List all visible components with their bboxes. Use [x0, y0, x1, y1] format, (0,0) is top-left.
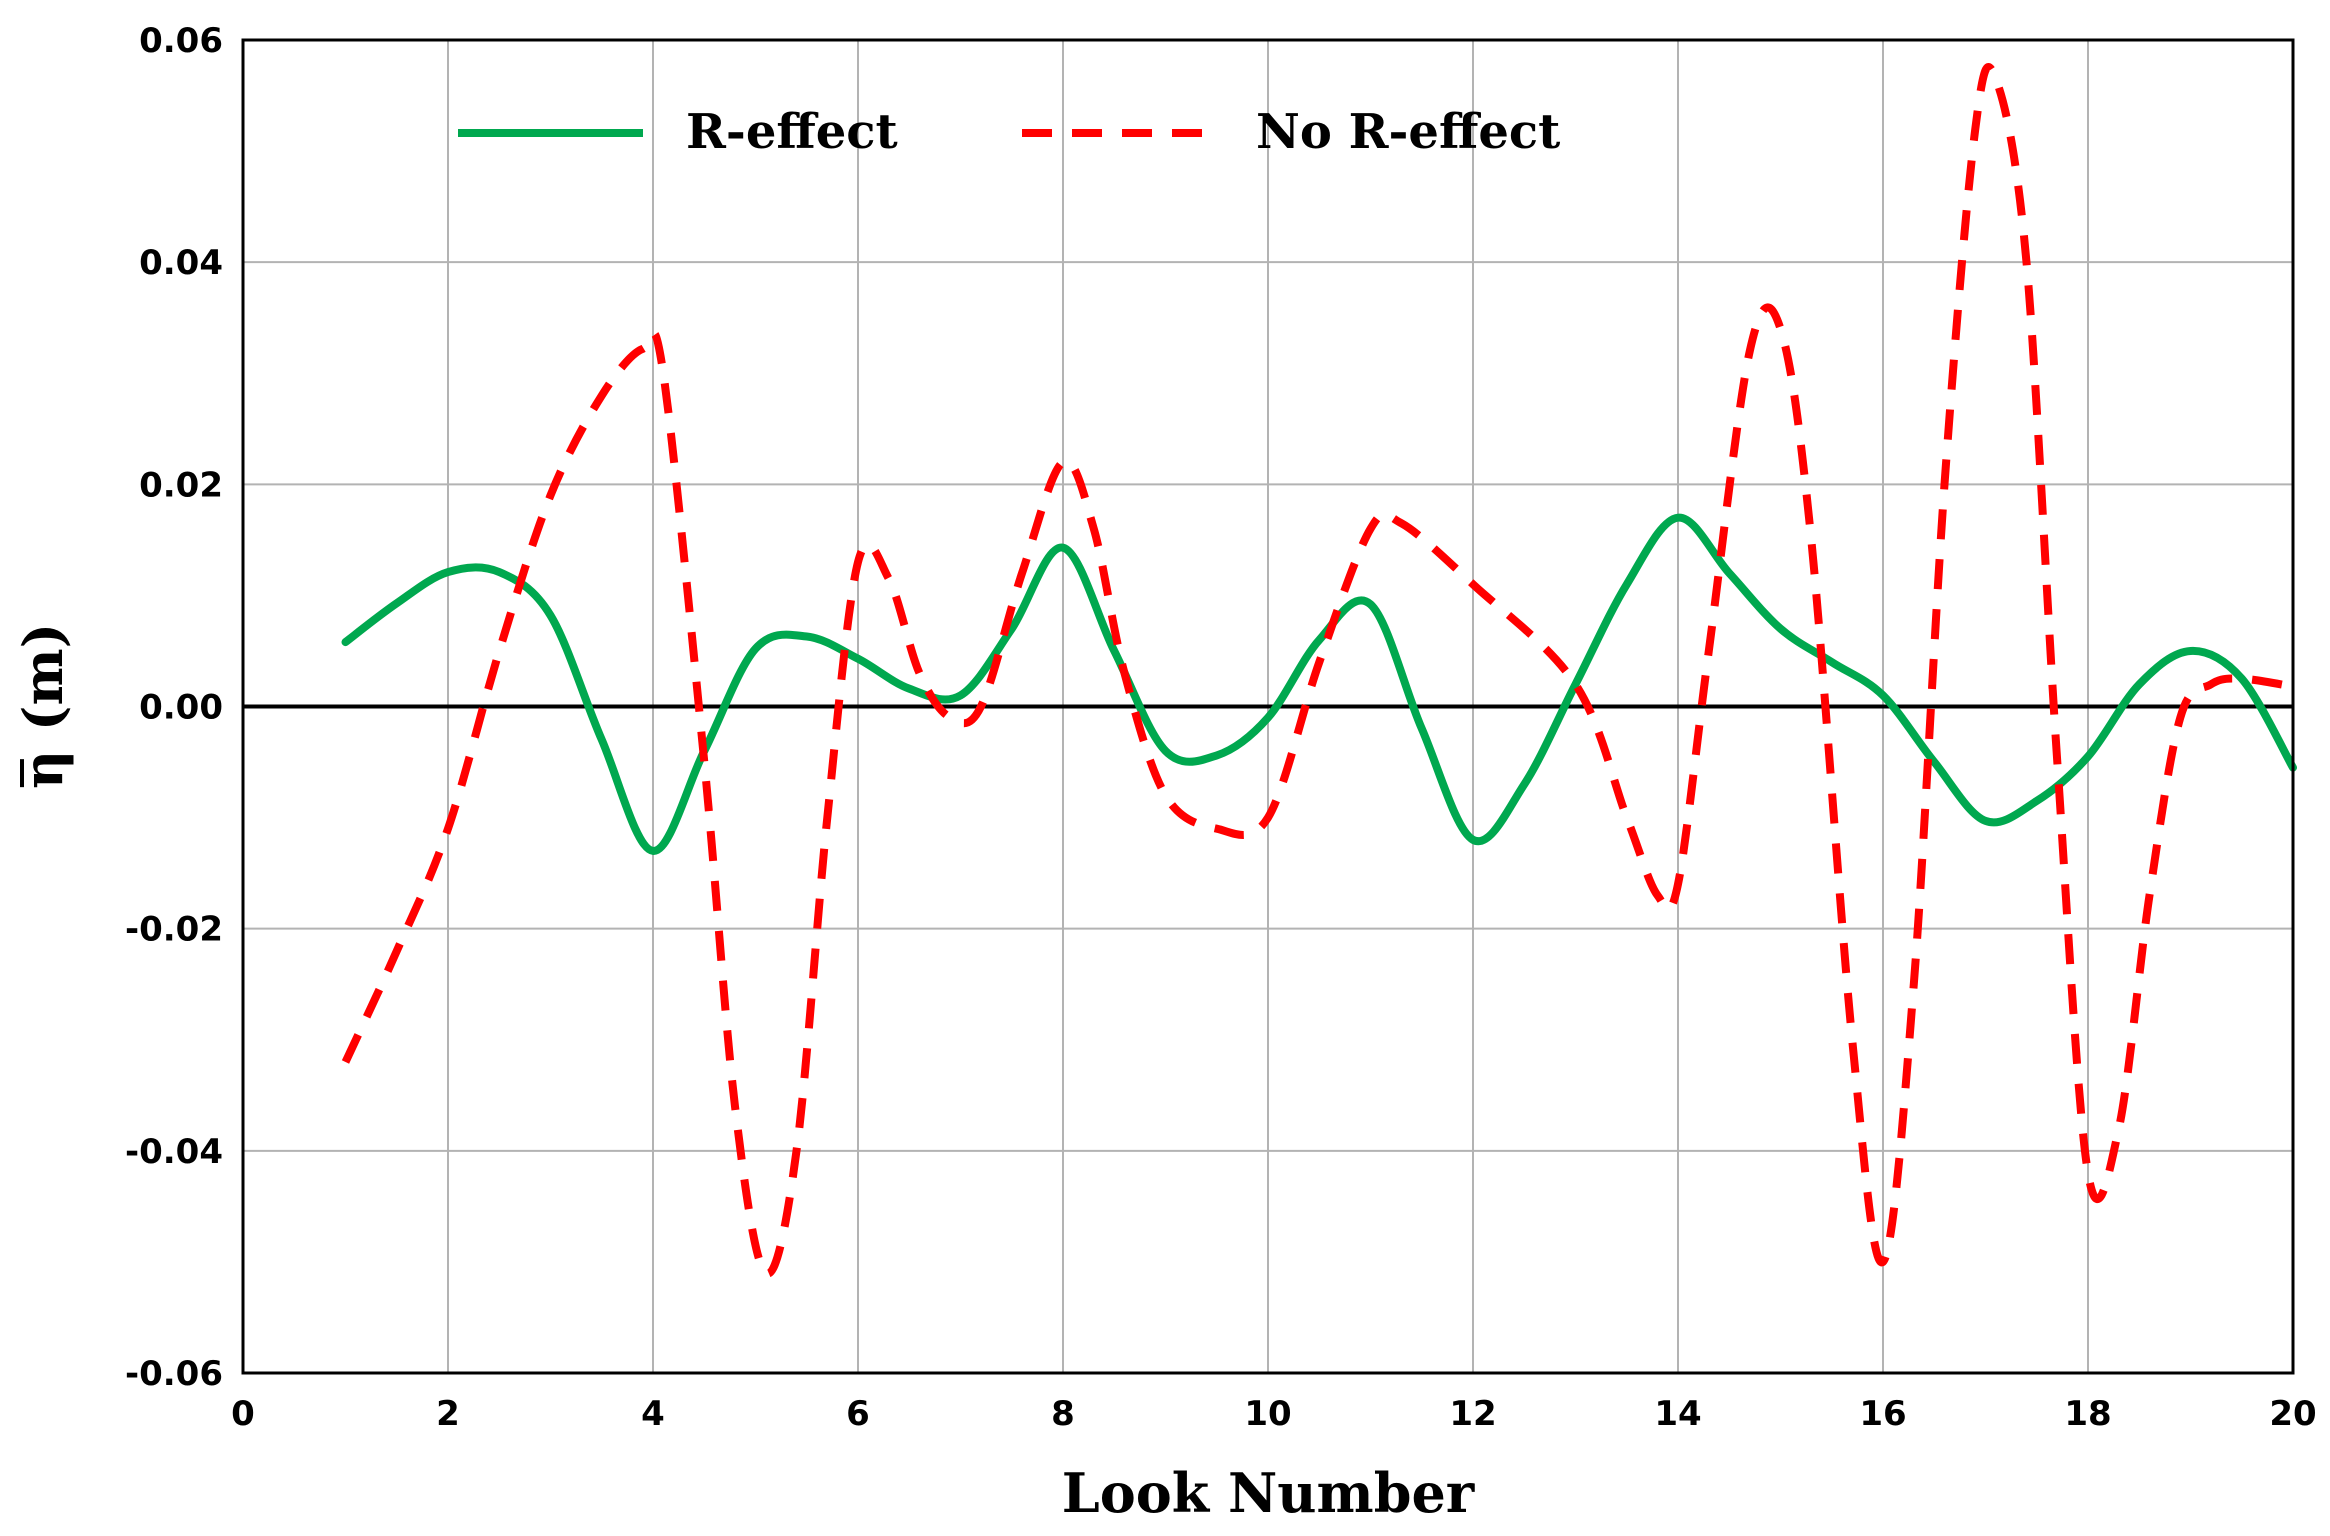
x-tick-label: 16	[1859, 1394, 1906, 1434]
y-tick-label: 0.02	[139, 465, 223, 505]
x-axis-title: Look Number	[1062, 1461, 1475, 1525]
series-line-no-r-effect	[341, 63, 2294, 1278]
x-tick-label: 8	[1051, 1394, 1075, 1434]
plot-frame	[241, 38, 2295, 1375]
x-tick-label: 20	[2269, 1394, 2316, 1434]
y-tick-labels: -0.06 -0.04 -0.02 0.00 0.02 0.04 0.06	[125, 21, 223, 1394]
series-lines	[341, 63, 2297, 1278]
x-tick-label: 18	[2064, 1394, 2111, 1434]
series-line-r-effect	[341, 513, 2297, 855]
x-tick-label: 14	[1654, 1394, 1701, 1434]
y-tick-label: -0.02	[125, 910, 223, 950]
y-tick-label: 0.04	[139, 243, 223, 283]
x-tick-labels: 0 2 4 6 8 10 12 14 16 18 20	[231, 1394, 2317, 1434]
legend-label: R-effect	[686, 104, 898, 160]
x-tick-label: 4	[641, 1394, 665, 1434]
y-tick-label: -0.04	[125, 1132, 223, 1172]
x-tick-label: 6	[846, 1394, 870, 1434]
y-tick-label: 0.00	[139, 688, 223, 728]
legend-label: No R-effect	[1256, 104, 1560, 160]
x-tick-label: 12	[1449, 1394, 1496, 1434]
legend: R-effect No R-effect	[458, 104, 1560, 160]
y-tick-label: 0.06	[139, 21, 223, 61]
y-tick-label: -0.06	[125, 1354, 223, 1394]
x-tick-label: 10	[1244, 1394, 1291, 1434]
x-tick-label: 2	[436, 1394, 460, 1434]
x-tick-label: 0	[231, 1394, 255, 1434]
